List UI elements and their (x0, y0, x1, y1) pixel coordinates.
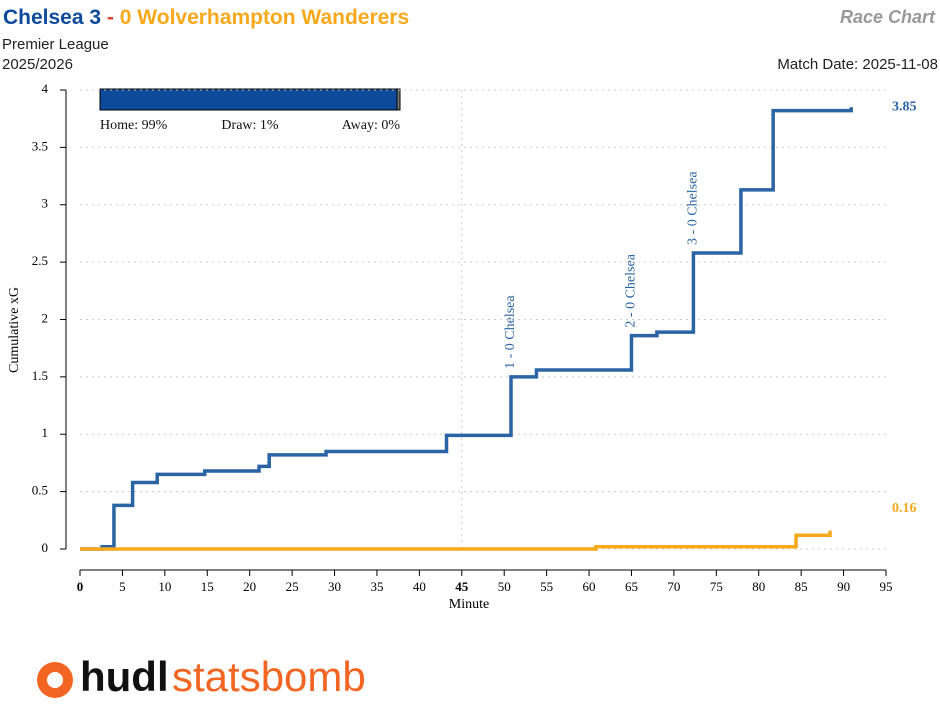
away-team: Wolverhampton Wanderers (137, 6, 409, 29)
goal-annotation: 2 - 0 Chelsea (624, 253, 639, 327)
x-tick-label: 60 (583, 579, 596, 594)
x-tick-label: 25 (286, 579, 299, 594)
title: Chelsea 3 - 0 Wolverhampton Wanderers (3, 6, 409, 29)
season: 2025/2026 (2, 56, 73, 73)
end-label: 0.16 (892, 501, 917, 516)
y-axis-label: Cumulative xG (7, 287, 22, 373)
y-tick-label: 0 (42, 540, 49, 555)
away-score: 0 (120, 6, 132, 29)
x-tick-label: 35 (370, 579, 383, 594)
x-tick-label: 75 (710, 579, 723, 594)
y-tick-label: 3 (42, 196, 49, 211)
competition: Premier League (2, 36, 109, 53)
x-tick-label: 85 (795, 579, 808, 594)
goal-annotation: 1 - 0 Chelsea (503, 295, 518, 369)
chart-name: Race Chart (840, 7, 936, 27)
x-tick-label: 30 (328, 579, 341, 594)
x-axis-label: Minute (449, 597, 489, 612)
match-date: Match Date: 2025-11-08 (777, 56, 938, 73)
end-label: 3.85 (892, 99, 917, 114)
xg-line (80, 107, 853, 551)
x-tick-label: 70 (667, 579, 680, 594)
y-tick-label: 2 (42, 310, 49, 325)
win-prob-segment (396, 88, 401, 111)
y-tick-label: 1.5 (32, 368, 48, 383)
win-prob-segment (99, 88, 398, 111)
win-prob-label: Draw: 1% (221, 118, 278, 133)
win-prob-label: Away: 0% (342, 118, 401, 133)
xg-line (80, 530, 832, 551)
x-tick-label: 80 (752, 579, 765, 594)
x-tick-label: 55 (540, 579, 553, 594)
x-tick-label: 40 (413, 579, 426, 594)
logo-statsbomb: statsbomb (172, 653, 366, 700)
x-tick-label: 5 (119, 579, 126, 594)
x-tick-label: 90 (837, 579, 850, 594)
x-tick-label: 50 (498, 579, 511, 594)
x-tick-label: 65 (625, 579, 638, 594)
x-tick-label: 10 (158, 579, 171, 594)
y-tick-label: 2.5 (32, 253, 48, 268)
goal-annotation: 3 - 0 Chelsea (686, 171, 701, 245)
logo-icon-hole (47, 672, 63, 688)
x-tick-label: 20 (243, 579, 256, 594)
home-score: 3 (89, 6, 101, 29)
y-tick-label: 3.5 (32, 138, 48, 153)
separator: - (107, 6, 114, 29)
logo-hudl: hudl (80, 653, 169, 700)
logo: hudl statsbomb (37, 653, 366, 700)
plot: Home: 99% Draw: 1% Away: 0% 0 0.5 1 1.5 2 2.5 3 3.… (7, 81, 916, 612)
x-tick-label: 15 (201, 579, 214, 594)
y-tick-label: 1 (42, 425, 49, 440)
x-tick-label: 95 (880, 579, 893, 594)
y-tick-label: 0.5 (32, 483, 48, 498)
win-prob-label: Home: 99% (100, 118, 168, 133)
x-tick-label: 0 (77, 579, 84, 594)
x-tick-label: 45 (455, 579, 469, 594)
y-tick-label: 4 (42, 81, 49, 96)
home-team: Chelsea (3, 6, 84, 29)
